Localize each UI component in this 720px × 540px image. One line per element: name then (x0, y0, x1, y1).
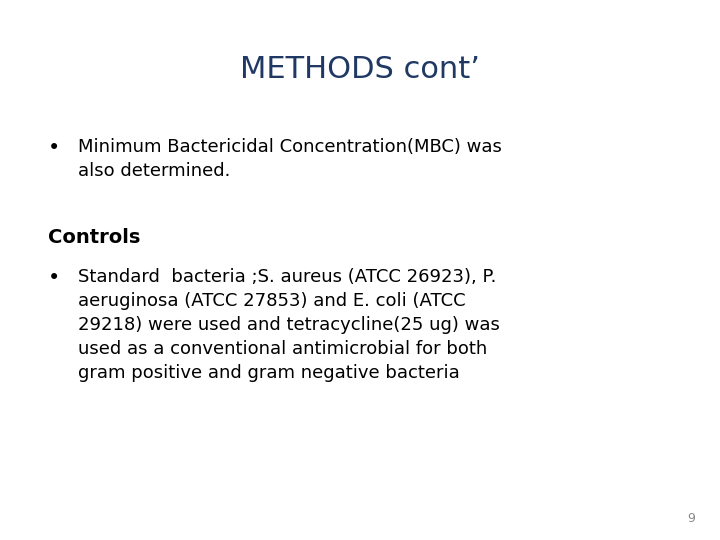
Text: 9: 9 (687, 512, 695, 525)
Text: 29218) were used and tetracycline(25 ug) was: 29218) were used and tetracycline(25 ug)… (78, 316, 500, 334)
Text: METHODS cont’: METHODS cont’ (240, 55, 480, 84)
Text: Minimum Bactericidal Concentration(MBC) was: Minimum Bactericidal Concentration(MBC) … (78, 138, 502, 156)
Text: •: • (48, 268, 60, 288)
Text: gram positive and gram negative bacteria: gram positive and gram negative bacteria (78, 364, 460, 382)
Text: aeruginosa (ATCC 27853) and E. coli (ATCC: aeruginosa (ATCC 27853) and E. coli (ATC… (78, 292, 466, 310)
Text: also determined.: also determined. (78, 162, 230, 180)
Text: •: • (48, 138, 60, 158)
Text: Controls: Controls (48, 228, 140, 247)
Text: Standard  bacteria ;S. aureus (ATCC 26923), P.: Standard bacteria ;S. aureus (ATCC 26923… (78, 268, 496, 286)
Text: used as a conventional antimicrobial for both: used as a conventional antimicrobial for… (78, 340, 487, 358)
